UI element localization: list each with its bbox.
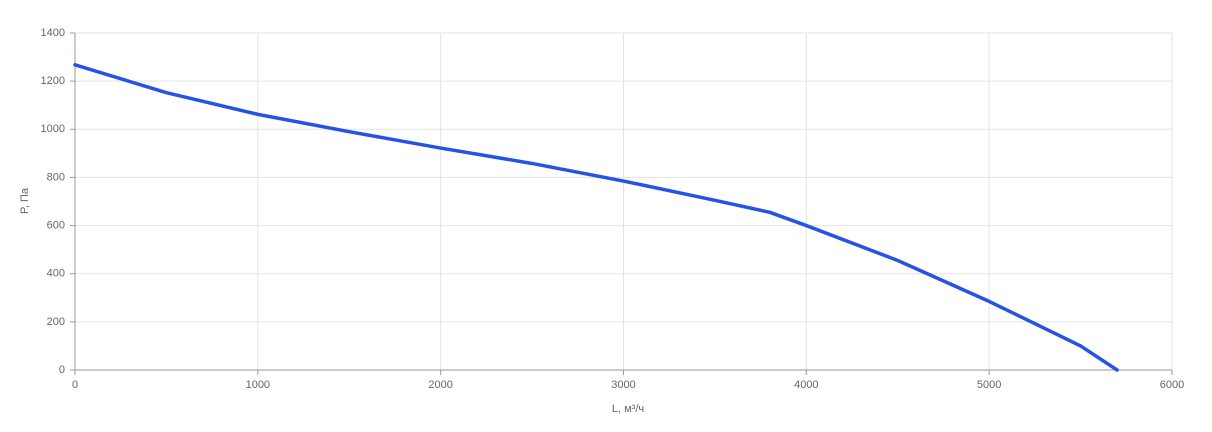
x-tick-label: 0 xyxy=(72,379,78,391)
x-axis-label: L, м³/ч xyxy=(612,403,644,415)
y-tick-label: 400 xyxy=(47,268,65,280)
y-tick-label: 800 xyxy=(47,171,65,183)
x-tick-label: 4000 xyxy=(794,379,818,391)
x-tick-label: 3000 xyxy=(611,379,635,391)
y-tick-label: 1000 xyxy=(41,123,65,135)
y-tick-label: 200 xyxy=(47,316,65,328)
x-tick-label: 2000 xyxy=(428,379,452,391)
y-tick-label: 1400 xyxy=(41,27,65,39)
x-tick-label: 5000 xyxy=(977,379,1001,391)
series-line xyxy=(73,63,1119,372)
y-tick-label: 600 xyxy=(47,219,65,231)
y-tick-label: 0 xyxy=(59,364,65,376)
x-tick-label: 1000 xyxy=(246,379,270,391)
y-tick-label: 1200 xyxy=(41,75,65,87)
y-axis-label: P, Па xyxy=(19,187,31,214)
x-tick-label: 6000 xyxy=(1160,379,1184,391)
